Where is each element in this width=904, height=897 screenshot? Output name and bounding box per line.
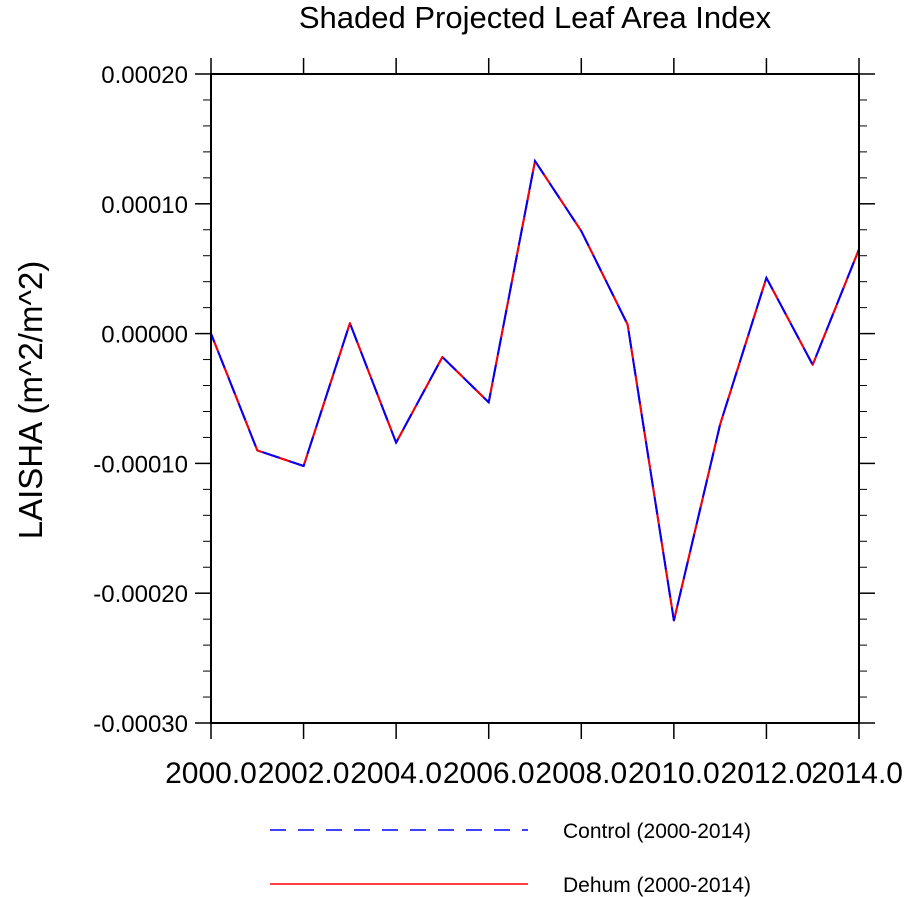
axis-ticks <box>195 58 875 739</box>
x-tick-label: 2006.0 <box>443 757 535 790</box>
series-line-control <box>210 160 860 622</box>
y-tick-label: 0.00010 <box>101 192 188 219</box>
legend: Control (2000-2014) Dehum (2000-2014) <box>270 820 751 897</box>
y-tick-label: -0.00020 <box>93 581 188 608</box>
x-tick-label: 2010.0 <box>628 757 720 790</box>
plot-frame <box>210 73 860 724</box>
y-tick-label: 0.00000 <box>101 322 188 349</box>
legend-label: Control (2000-2014) <box>563 820 751 843</box>
x-tick-labels: 2000.0 2002.0 2004.0 2006.0 2008.0 2010.0 2012… <box>165 757 903 790</box>
series-line-dehum <box>210 160 860 622</box>
x-tick-label: 2012.0 <box>721 757 813 790</box>
x-tick-label: 2000.0 <box>165 757 257 790</box>
chart-title: Shaded Projected Leaf Area Index <box>299 0 772 35</box>
x-tick-label: 2014.0 <box>811 757 903 790</box>
series-lines <box>210 158 860 622</box>
x-tick-label: 2002.0 <box>258 757 350 790</box>
y-axis-label: LAISHA (m^2/m^2) <box>12 261 49 540</box>
y-tick-labels: 0.00020 0.00010 0.00000 -0.00010 -0.00020 -0.… <box>93 62 188 738</box>
series-line-control-overlay <box>210 158 860 621</box>
y-tick-label: -0.00030 <box>93 711 188 738</box>
legend-label: Dehum (2000-2014) <box>563 874 751 897</box>
x-tick-label: 2008.0 <box>535 757 627 790</box>
x-tick-label: 2004.0 <box>350 757 442 790</box>
y-tick-label: 0.00020 <box>101 62 188 89</box>
y-tick-label: -0.00010 <box>93 451 188 478</box>
